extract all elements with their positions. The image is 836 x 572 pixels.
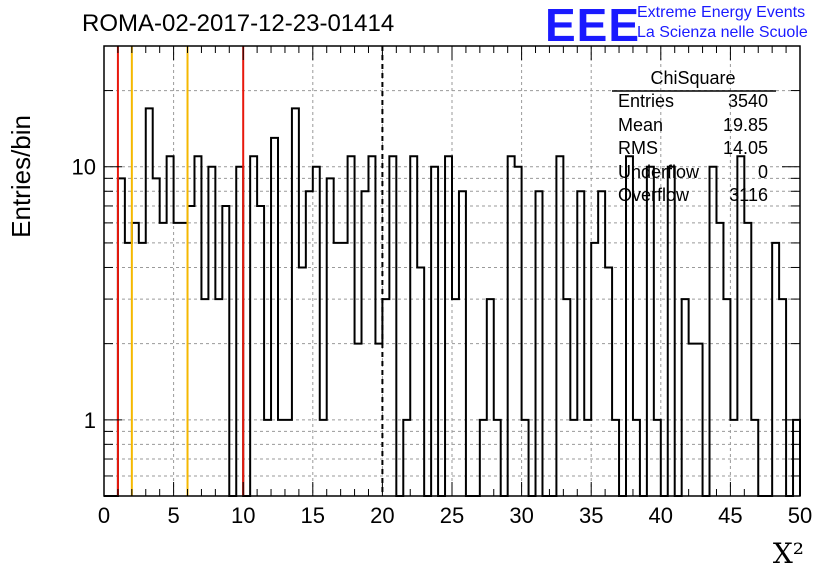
stats-label: Overflow xyxy=(618,185,690,205)
stats-title: ChiSquare xyxy=(650,68,736,88)
x-tick-label: 30 xyxy=(509,503,533,528)
stats-box: ChiSquare Entries 3540 Mean 19.85 RMS 14… xyxy=(610,66,776,208)
stats-row-rms: RMS 14.05 xyxy=(610,137,776,161)
logo-mark: EEE xyxy=(545,0,641,51)
x-tick-label: 35 xyxy=(579,503,603,528)
stats-label: Underflow xyxy=(618,161,700,182)
x-tick-label: 50 xyxy=(788,503,812,528)
stats-row-mean: Mean 19.85 xyxy=(610,114,776,138)
y-tick-label: 1 xyxy=(84,408,96,433)
x-tick-label: 40 xyxy=(649,503,673,528)
x-tick-label: 25 xyxy=(440,503,464,528)
stats-label: RMS xyxy=(618,138,658,158)
x-tick-label: 15 xyxy=(301,503,325,528)
histogram-outline xyxy=(104,107,801,497)
logo-line-2: La Scienza nelle Scuole xyxy=(637,24,808,41)
logo-line-1: Extreme Energy Events xyxy=(637,4,806,21)
stats-value: 0 xyxy=(757,161,768,182)
x-tick-label: 45 xyxy=(718,503,742,528)
x-tick-label: 0 xyxy=(98,503,110,528)
stats-value: 3116 xyxy=(729,185,768,205)
stats-value: 14.05 xyxy=(722,138,768,158)
stats-label: Mean xyxy=(618,114,664,135)
stats-row-overflow: Overflow 3116 xyxy=(610,184,776,208)
x-tick-label: 5 xyxy=(167,503,179,528)
chart-title: ROMA-02-2017-12-23-01414 xyxy=(82,10,395,37)
y-tick-label: 10 xyxy=(72,155,96,180)
x-tick-label: 10 xyxy=(231,503,255,528)
x-tick-label: 20 xyxy=(370,503,394,528)
stats-value: 3540 xyxy=(727,91,768,111)
stats-value: 19.85 xyxy=(722,114,768,135)
eee-logo: EEE Extreme Energy Events La Scienza nel… xyxy=(545,0,830,51)
x-axis-label: X² xyxy=(773,537,804,570)
stats-row-entries: Entries 3540 xyxy=(610,90,776,114)
stats-label: Entries xyxy=(618,91,675,111)
stats-row-underflow: Underflow 0 xyxy=(610,161,776,185)
